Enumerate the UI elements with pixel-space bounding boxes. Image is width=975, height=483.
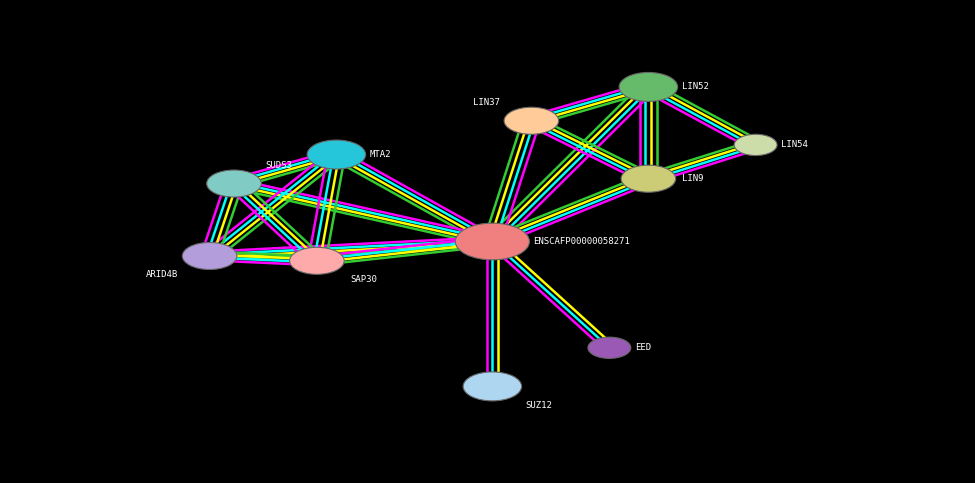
Circle shape [463, 372, 522, 401]
Circle shape [455, 223, 529, 260]
Text: LIN54: LIN54 [781, 141, 808, 149]
Text: ENSCAFP00000058271: ENSCAFP00000058271 [533, 237, 630, 246]
Text: MTA2: MTA2 [370, 150, 391, 159]
Circle shape [619, 72, 678, 101]
Circle shape [588, 337, 631, 358]
Circle shape [290, 247, 344, 274]
Text: LIN9: LIN9 [682, 174, 703, 183]
Text: SAP30: SAP30 [350, 275, 377, 284]
Text: SUDS3: SUDS3 [265, 161, 292, 170]
Text: ARID4B: ARID4B [146, 270, 178, 279]
Circle shape [621, 165, 676, 192]
Circle shape [504, 107, 559, 134]
Text: LIN37: LIN37 [473, 98, 500, 107]
Circle shape [307, 140, 366, 169]
Text: EED: EED [635, 343, 651, 352]
Text: SUZ12: SUZ12 [526, 401, 553, 410]
Circle shape [207, 170, 261, 197]
Circle shape [734, 134, 777, 156]
Text: LIN52: LIN52 [682, 83, 709, 91]
Circle shape [182, 242, 237, 270]
